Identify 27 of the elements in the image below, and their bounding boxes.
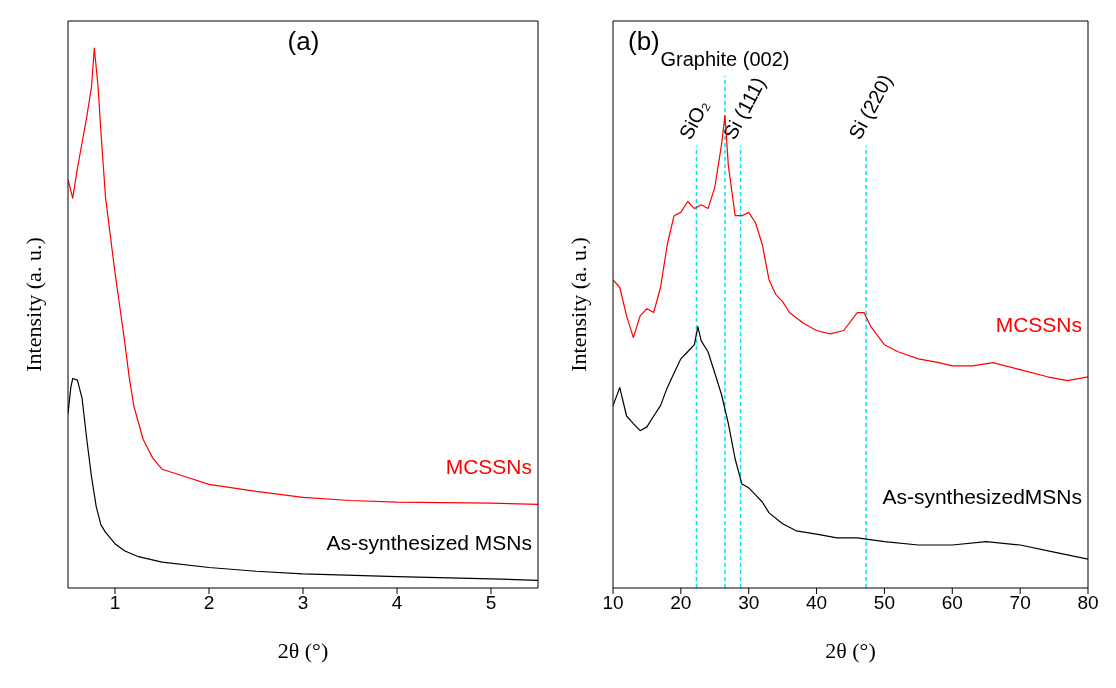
x-tick-label: 3: [297, 592, 309, 614]
series-label: As-synthesizedMSNs: [882, 485, 1082, 509]
x-tick-label: 40: [806, 592, 828, 614]
chart-title: (a): [287, 26, 320, 56]
x-axis-title: 2θ (°): [277, 638, 329, 663]
x-tick-label: 60: [941, 592, 963, 614]
y-axis-title: Intensity (a. u.): [20, 237, 46, 372]
y-axis-title: Intensity (a. u.): [565, 237, 591, 372]
x-tick-label: 5: [485, 592, 497, 614]
ref-line-label: Si (111): [718, 73, 770, 143]
x-tick-label: 1: [109, 592, 121, 614]
ref-line-label: Graphite (002): [660, 48, 790, 70]
x-tick-label: 30: [738, 592, 760, 614]
series-label: MCSSNs: [995, 312, 1082, 336]
ref-line-label: Si (220): [844, 70, 897, 143]
x-axis-title: 2θ (°): [825, 638, 876, 663]
series-label: As-synthesized MSNs: [326, 531, 532, 555]
x-tick-label: 4: [391, 592, 403, 614]
x-tick-label: 10: [602, 592, 624, 614]
x-tick-label: 20: [670, 592, 692, 614]
chart-title: (b): [628, 26, 660, 56]
x-tick-label: 70: [1009, 592, 1031, 614]
x-tick-label: 80: [1077, 592, 1099, 614]
series-label: MCSSNs: [445, 455, 532, 479]
x-tick-label: 2: [203, 592, 215, 614]
x-tick-label: 50: [873, 592, 895, 614]
ref-line-label: SiO₂: [674, 96, 714, 143]
